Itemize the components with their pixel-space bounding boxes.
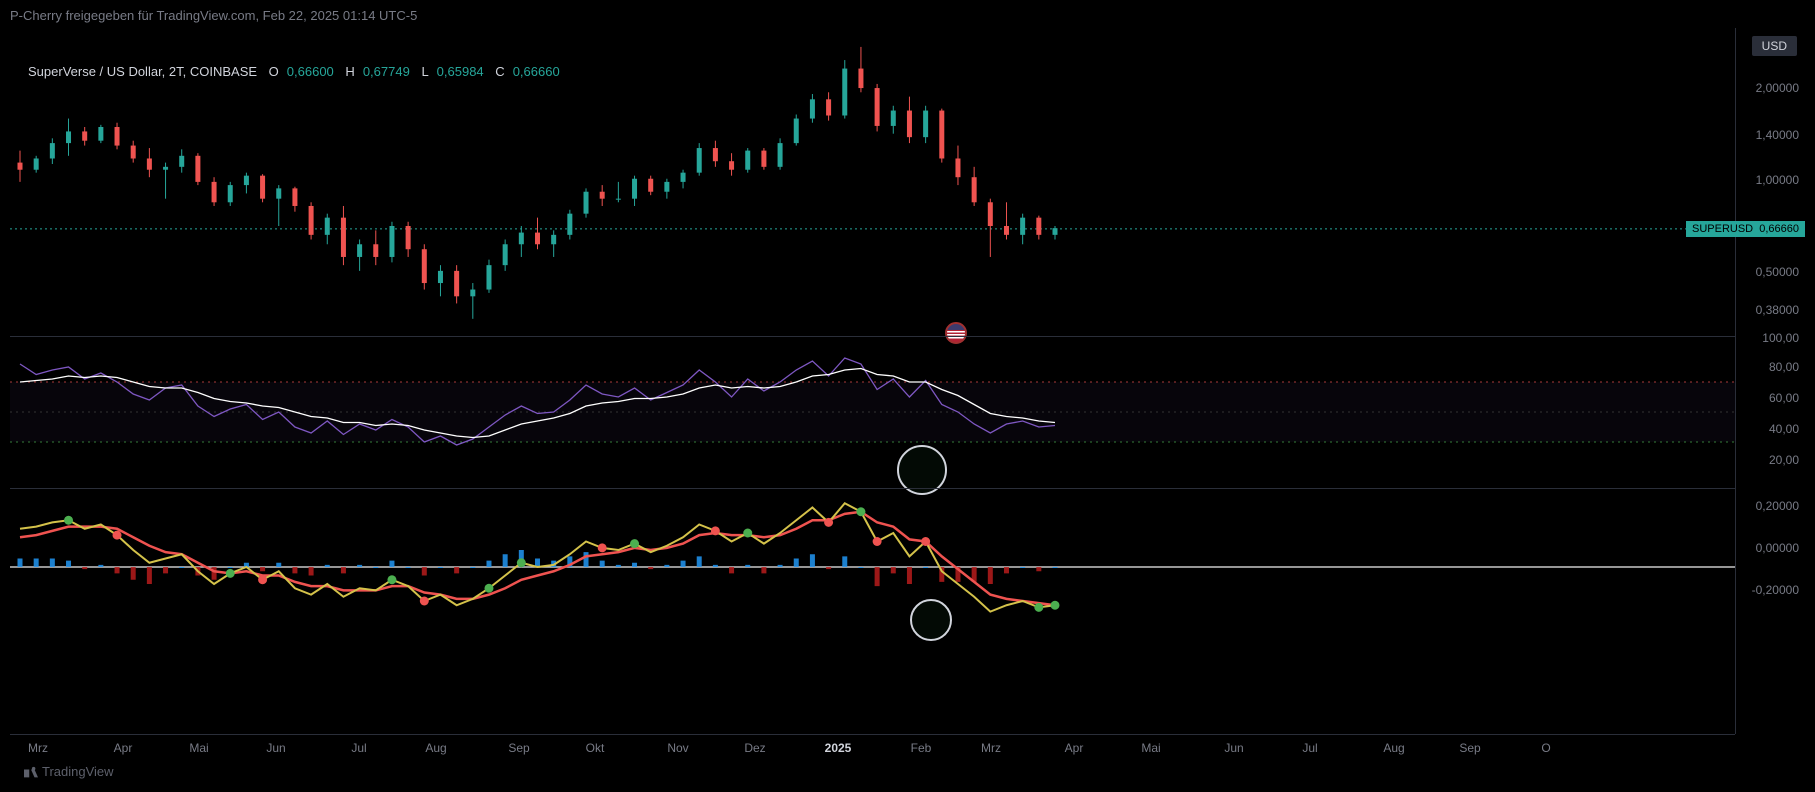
time-tick: Jul <box>351 741 366 755</box>
time-tick: Apr <box>114 741 133 755</box>
rsi-pane[interactable] <box>10 336 1735 486</box>
time-tick: Sep <box>1459 741 1480 755</box>
h-value: 0,67749 <box>363 64 410 79</box>
time-tick: Dez <box>744 741 765 755</box>
axis-tick: 80,00 <box>1769 360 1799 374</box>
axis-tick: 1,40000 <box>1756 128 1799 142</box>
c-value: 0,66660 <box>513 64 560 79</box>
l-label: L <box>421 64 428 79</box>
time-tick: Feb <box>911 741 932 755</box>
axis-tick: 1,00000 <box>1756 173 1799 187</box>
axis-tick: 100,00 <box>1762 331 1799 345</box>
chart-area[interactable]: SuperVerse / US Dollar, 2T, COINBASE O 0,… <box>10 28 1805 782</box>
axis-tick: 2,00000 <box>1756 81 1799 95</box>
price-axis[interactable]: USD 2,000001,400001,000000,700000,500000… <box>1735 28 1805 734</box>
time-tick: 2025 <box>825 741 852 755</box>
time-tick: Sep <box>508 741 529 755</box>
time-tick: Mrz <box>28 741 48 755</box>
time-tick: Aug <box>1383 741 1404 755</box>
axis-tick: 0,20000 <box>1756 499 1799 513</box>
c-label: C <box>495 64 504 79</box>
axis-tick: 0,00000 <box>1756 541 1799 555</box>
time-tick: Aug <box>425 741 446 755</box>
axis-tick: -0,20000 <box>1752 583 1799 597</box>
time-axis[interactable]: Mrz Apr Mai Jun Jul Aug Sep Okt Nov Dez 2025 Feb Mrz… <box>10 734 1735 762</box>
o-value: 0,66600 <box>287 64 334 79</box>
axis-tick: 20,00 <box>1769 453 1799 467</box>
axis-tick: 0,50000 <box>1756 265 1799 279</box>
time-tick: Nov <box>667 741 688 755</box>
rsi-chart <box>10 337 1735 486</box>
candlestick-chart <box>10 36 1735 336</box>
o-label: O <box>269 64 279 79</box>
time-tick: Jun <box>266 741 285 755</box>
time-tick: O <box>1541 741 1550 755</box>
time-tick: Mai <box>1141 741 1160 755</box>
circle-annotation <box>910 599 952 641</box>
tradingview-watermark: TradingView <box>24 764 114 780</box>
pair-name: SuperVerse / US Dollar, 2T, COINBASE <box>28 64 257 79</box>
time-tick: Apr <box>1065 741 1084 755</box>
axis-tick: 0,38000 <box>1756 303 1799 317</box>
axis-tick: 40,00 <box>1769 422 1799 436</box>
currency-indicator[interactable]: USD <box>1752 36 1797 56</box>
price-pane[interactable] <box>10 36 1735 336</box>
time-tick: Okt <box>586 741 605 755</box>
time-tick: Jul <box>1302 741 1317 755</box>
axis-tick: 60,00 <box>1769 391 1799 405</box>
last-price-tag: SUPERUSD 0,66660 <box>1686 221 1805 237</box>
macd-pane[interactable] <box>10 488 1735 644</box>
time-tick: Jun <box>1224 741 1243 755</box>
time-tick: Mrz <box>981 741 1001 755</box>
symbol-legend: SuperVerse / US Dollar, 2T, COINBASE O 0,… <box>28 64 560 79</box>
l-value: 0,65984 <box>437 64 484 79</box>
time-tick: Mai <box>189 741 208 755</box>
h-label: H <box>345 64 354 79</box>
macd-chart <box>10 489 1735 644</box>
publish-header: P-Cherry freigegeben für TradingView.com… <box>0 0 1815 27</box>
